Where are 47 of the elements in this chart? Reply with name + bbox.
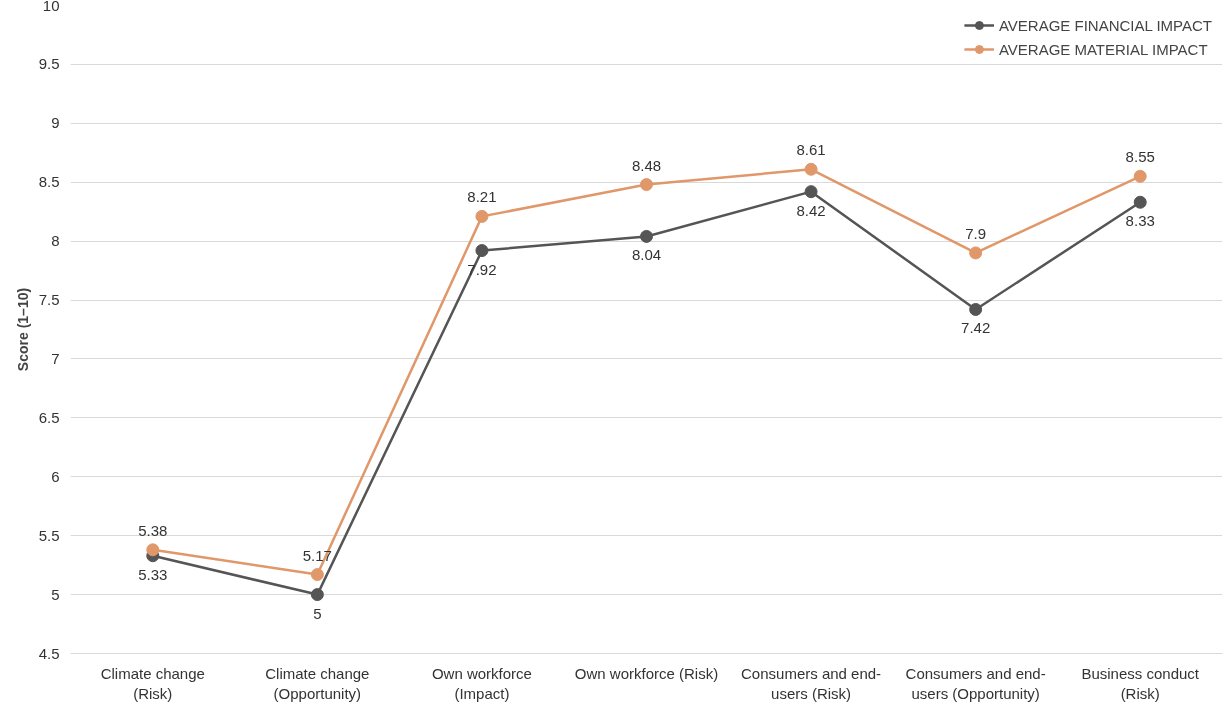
point (640, 178, 653, 192)
point (1133, 169, 1147, 183)
data-label: 8.48 (631, 156, 662, 174)
data-label: 7.42 (961, 319, 991, 337)
point (146, 543, 160, 557)
point (1133, 195, 1147, 209)
y-tick-label: 5.5 (38, 526, 60, 544)
y-axis-title: Score (1–10) (14, 287, 31, 372)
data-label: 5 (313, 604, 322, 622)
point (640, 229, 653, 243)
legend-label: AVERAGE MATERIAL IMPACT (998, 40, 1208, 58)
x-tick-label: Climate change (Opportunity) (265, 664, 370, 702)
y-tick-label: 6.5 (38, 408, 60, 426)
data-label: 8.33 (1125, 212, 1155, 230)
data-label: 7.9 (965, 224, 987, 242)
point (804, 162, 818, 176)
y-tick-label: 6 (51, 467, 60, 485)
y-tick-label: 5 (51, 585, 60, 603)
x-tick-label: Climate change (Risk) (100, 664, 205, 702)
data-label: 8.04 (631, 246, 662, 264)
point (804, 185, 818, 199)
y-tick-label: 8.5 (38, 173, 60, 191)
legend-label: AVERAGE FINANCIAL IMPACT (998, 16, 1212, 34)
data-label: 8.61 (796, 141, 826, 159)
point (969, 302, 983, 316)
data-label: 8.21 (467, 188, 497, 206)
x-tick-label: Consumers and end-users (Risk) (741, 664, 882, 702)
data-label: 5.33 (138, 565, 168, 583)
data-label: 5.38 (138, 521, 168, 539)
y-tick-label: 9 (51, 114, 60, 132)
y-tick-label: 8 (51, 232, 60, 250)
y-tick-label: 4.5 (38, 644, 60, 662)
point (969, 246, 983, 260)
x-tick-label: Own workforce (Risk) (574, 664, 719, 682)
y-tick-label: 7.5 (38, 291, 60, 309)
point (310, 568, 324, 582)
data-label: 8.42 (796, 201, 826, 219)
data-label: 8.55 (1125, 148, 1155, 166)
point (475, 209, 489, 223)
x-tick-label: Own workforce (Impact) (431, 664, 532, 702)
y-tick-label: 7 (51, 349, 60, 367)
point (475, 244, 489, 258)
x-tick-label: Consumers and end-users (Opportunity) (905, 664, 1046, 702)
point (310, 588, 324, 602)
y-tick-label: 9.5 (38, 55, 60, 73)
x-tick-label: Business conduct (Risk) (1081, 664, 1200, 702)
y-tick-label: 10 (42, 0, 60, 14)
